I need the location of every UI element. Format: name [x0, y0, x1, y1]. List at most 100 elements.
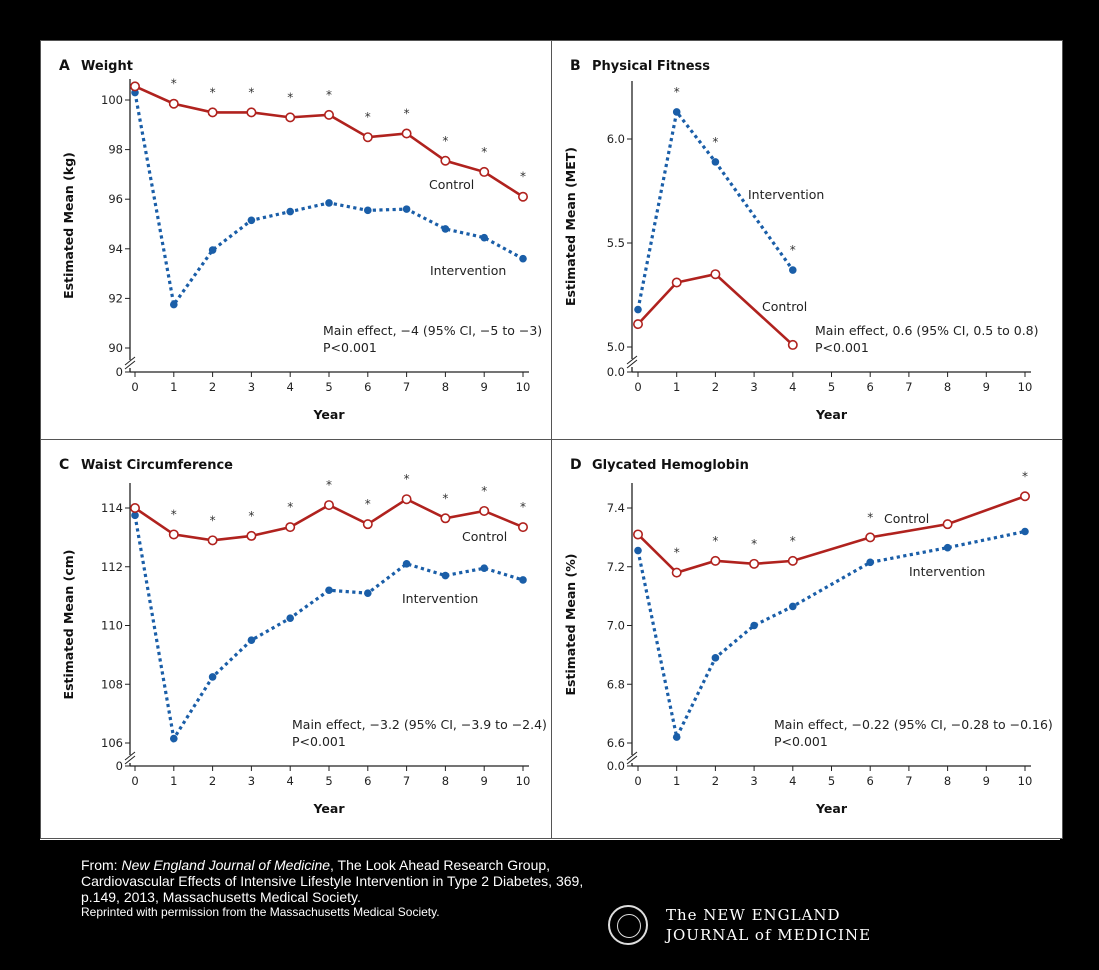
significance-star: *	[481, 145, 487, 159]
intervention-point	[247, 216, 256, 225]
x-tick-label: 9	[983, 774, 990, 788]
intervention-point	[519, 576, 527, 584]
control-point	[168, 98, 179, 109]
intervention-point	[480, 233, 489, 242]
x-tick-label: 1	[673, 380, 680, 394]
panel-letter: C	[59, 457, 69, 473]
control-point	[479, 505, 490, 516]
significance-star: *	[481, 484, 487, 498]
chart-svg: D Glycated Hemoglobin 0.0 6.6 6.8 7.0 7.2 7.4 0 1…	[563, 457, 1053, 816]
control-point	[440, 513, 451, 524]
x-tick-label: 7	[403, 380, 410, 394]
control-point	[130, 502, 141, 513]
intervention-point	[364, 206, 372, 215]
significance-star: *	[404, 472, 410, 486]
control-point	[207, 107, 218, 118]
significance-star: *	[210, 513, 216, 527]
control-point	[787, 555, 798, 566]
significance-star: *	[326, 88, 332, 102]
control-point	[787, 339, 798, 350]
x-tick-label: 0	[634, 774, 641, 788]
x-tick-label: 8	[442, 380, 449, 394]
axis-break-mark	[124, 360, 136, 370]
control-point	[517, 522, 528, 533]
panel-weight: A Weight 0 90 92 94 96 98 100 0 1 2 3 4 5 6 7 8 9 10 Year Est…	[40, 40, 552, 440]
y-tick-label: 0	[116, 759, 123, 773]
citation: From: New England Journal of Medicine, T…	[81, 857, 583, 919]
significance-star: *	[404, 106, 410, 120]
main-effect-text: Main effect, −3.2 (95% CI, −3.9 to −2.4)	[292, 717, 547, 732]
intervention-point	[247, 636, 256, 644]
control-label: Control	[429, 177, 474, 192]
x-tick-label: 6	[364, 774, 371, 788]
significance-star: *	[171, 507, 177, 521]
intervention-label: Intervention	[909, 564, 985, 579]
control-label: Control	[762, 299, 807, 314]
x-axis-label: Year	[313, 801, 346, 816]
x-tick-label: 1	[170, 774, 177, 788]
citation-from: From:	[81, 857, 122, 873]
x-tick-label: 7	[905, 774, 912, 788]
axis-break-mark	[626, 359, 638, 369]
intervention-point	[634, 305, 642, 314]
control-point	[323, 109, 334, 120]
control-point	[168, 529, 179, 540]
panel-title: Glycated Hemoglobin	[592, 458, 749, 473]
x-tick-label: 6	[867, 774, 874, 788]
control-point	[440, 155, 451, 166]
x-tick-label: 9	[481, 380, 488, 394]
figure: A Weight 0 90 92 94 96 98 100 0 1 2 3 4 5 6 7 8 9 10 Year Est…	[40, 40, 1063, 840]
panel-title: Weight	[81, 59, 133, 74]
control-point	[633, 319, 644, 330]
y-tick-label: 96	[108, 192, 123, 206]
x-tick-label: 1	[170, 380, 177, 394]
y-axis-label: Estimated Mean (cm)	[61, 550, 76, 700]
significance-star: *	[248, 509, 254, 523]
panel-letter: D	[570, 457, 582, 473]
intervention-point	[943, 543, 952, 552]
x-tick-label: 1	[673, 774, 680, 788]
y-tick-label: 5.5	[607, 236, 625, 250]
citation-line2: Cardiovascular Effects of Intensive Life…	[81, 873, 584, 889]
control-point	[479, 166, 490, 177]
significance-star: *	[712, 534, 718, 548]
axis-break-mark	[124, 356, 136, 366]
p-value-text: P<0.001	[774, 734, 828, 749]
x-tick-label: 5	[325, 380, 332, 394]
x-tick-label: 3	[248, 774, 255, 788]
x-tick-label: 4	[287, 380, 294, 394]
x-tick-label: 5	[325, 774, 332, 788]
panel-letter: B	[570, 58, 581, 74]
intervention-point	[634, 546, 642, 555]
x-tick-label: 7	[905, 380, 912, 394]
control-point	[633, 529, 644, 540]
significance-star: *	[365, 110, 371, 124]
x-tick-label: 10	[516, 774, 531, 788]
intervention-line	[133, 515, 524, 743]
citation-line1: , The Look Ahead Research Group,	[330, 857, 551, 873]
intervention-point	[789, 266, 797, 274]
control-point	[285, 112, 296, 123]
panel-title: Waist Circumference	[81, 458, 233, 473]
intervention-point	[170, 734, 178, 743]
control-point	[246, 107, 257, 118]
control-point	[401, 128, 412, 139]
control-point	[246, 530, 257, 541]
intervention-point	[441, 571, 450, 580]
logo-line2: JOURNAL of MEDICINE	[666, 926, 872, 944]
y-tick-label: 5.0	[607, 340, 625, 354]
intervention-point	[866, 558, 874, 567]
y-axis-label: Estimated Mean (MET)	[563, 147, 578, 306]
chart-svg: A Weight 0 90 92 94 96 98 100 0 1 2 3 4 5 6 7 8 9 10 Year Est…	[59, 58, 542, 422]
p-value-text: P<0.001	[292, 734, 346, 749]
significance-star: *	[326, 478, 332, 492]
main-effect-text: Main effect, 0.6 (95% CI, 0.5 to 0.8)	[815, 323, 1039, 338]
y-tick-label: 0	[116, 365, 123, 379]
y-tick-label: 106	[101, 736, 123, 750]
significance-star: *	[674, 546, 680, 560]
y-tick-label: 114	[101, 501, 123, 515]
significance-star: *	[287, 500, 293, 514]
x-tick-label: 8	[442, 774, 449, 788]
significance-star: *	[1022, 469, 1028, 483]
x-tick-label: 10	[1018, 380, 1033, 394]
